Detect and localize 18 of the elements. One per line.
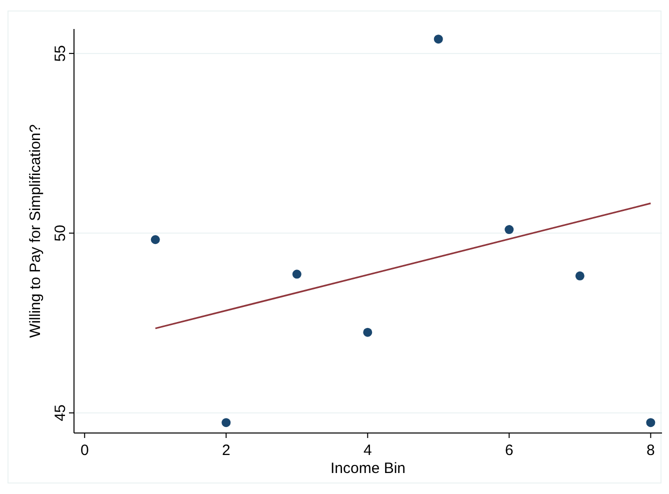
- y-tick-label: 45: [52, 404, 69, 422]
- point: [292, 270, 302, 279]
- point: [434, 34, 443, 44]
- point: [646, 418, 656, 428]
- point: [363, 328, 372, 337]
- y-tick-label: 50: [52, 224, 69, 242]
- x-tick-label: 0: [80, 442, 89, 459]
- point: [504, 225, 514, 234]
- x-axis-title: Income Bin: [330, 460, 406, 477]
- point: [222, 418, 231, 428]
- x-tick-label: 2: [222, 442, 230, 459]
- y-axis-title: Willing to Pay for Simplification?: [27, 124, 44, 338]
- point: [150, 235, 160, 244]
- point: [575, 271, 584, 280]
- y-tick-label: 55: [52, 45, 69, 62]
- x-tick-label: 6: [504, 442, 514, 459]
- x-tick-label: 4: [363, 442, 372, 459]
- x-tick-label: 8: [646, 442, 655, 459]
